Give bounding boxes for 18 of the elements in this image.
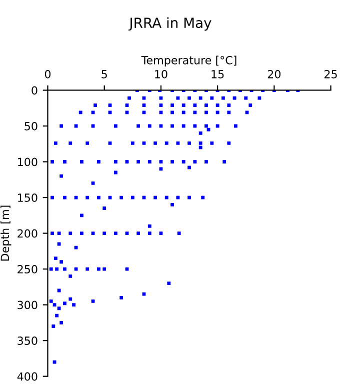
y-tick-label: 50 (24, 122, 38, 130)
y-tick-label: 150 (18, 193, 38, 202)
x-axis-title: Temperature [°C] (141, 56, 236, 67)
x-tick-label: 15 (212, 70, 224, 78)
y-tick-label: 350 (18, 336, 38, 345)
x-tick-label: 5 (102, 70, 107, 78)
x-tick-label: 25 (324, 70, 337, 78)
y-tick-label: 0 (32, 86, 38, 95)
y-tick-label: 300 (18, 300, 38, 310)
x-tick-label: 20 (268, 70, 280, 78)
y-tick-label: 100 (18, 158, 38, 166)
x-tick-label: 10 (155, 70, 168, 78)
chart-title: JRRA in May (128, 17, 212, 31)
y-tick-label: 200 (18, 229, 38, 238)
y-tick-label: 250 (18, 265, 38, 274)
y-axis-title: Depth [m] (0, 206, 12, 261)
x-tick-label: 0 (44, 70, 51, 78)
y-tick-label: 400 (17, 372, 38, 381)
